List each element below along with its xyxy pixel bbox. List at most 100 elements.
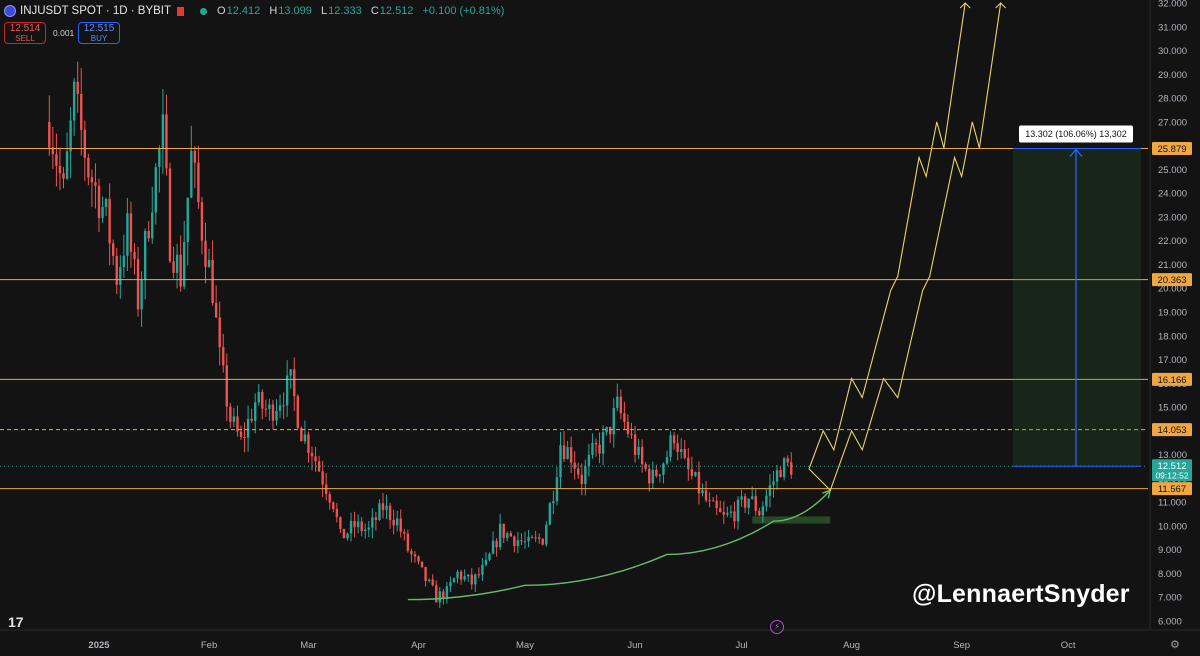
candle-body <box>101 207 104 218</box>
candle <box>658 473 662 483</box>
x-tick-label: Feb <box>201 640 217 651</box>
candle-body <box>538 537 541 539</box>
candle <box>136 246 140 317</box>
candle <box>218 301 221 366</box>
last-price-label: 12.512 <box>1157 461 1186 472</box>
candle <box>562 431 566 463</box>
tradingview-logo-icon[interactable]: 17 <box>8 614 24 630</box>
candle <box>630 422 633 439</box>
candle <box>214 285 218 319</box>
candle-body <box>214 303 218 318</box>
candle-body <box>321 471 324 485</box>
candle-body <box>165 114 168 169</box>
candle <box>143 228 147 300</box>
candle <box>413 551 417 563</box>
candle-body <box>289 369 292 376</box>
y-tick-label: 31.000 <box>1158 22 1187 33</box>
candle <box>349 512 353 542</box>
candle-body <box>154 167 157 213</box>
x-tick-label: Apr <box>411 640 426 651</box>
lightning-icon[interactable]: ⚡ <box>770 620 784 634</box>
sell-button[interactable]: 12.514 SELL <box>4 22 46 44</box>
injective-logo-icon <box>4 5 16 17</box>
candle-body <box>410 550 413 555</box>
candle <box>711 497 715 502</box>
candle-body <box>672 435 676 444</box>
candle-body <box>367 527 370 530</box>
candle <box>662 462 665 484</box>
candle <box>69 107 72 178</box>
candle <box>378 499 381 521</box>
candle-body <box>218 317 221 348</box>
x-tick-label: Jul <box>735 640 747 651</box>
candle <box>573 451 576 480</box>
candle <box>147 221 150 243</box>
candle-body <box>58 165 62 174</box>
candle <box>268 398 271 421</box>
candle-body <box>97 185 101 218</box>
candle <box>772 471 775 498</box>
candle <box>246 405 250 452</box>
candle-body <box>83 129 86 158</box>
flag-icon[interactable] <box>177 6 185 16</box>
candle-body <box>406 533 410 551</box>
candle <box>48 95 51 156</box>
candle <box>626 414 630 438</box>
measure-label: 13.302 (106.06%) 13,302 <box>1025 129 1127 139</box>
candle <box>680 438 683 459</box>
y-tick-label: 9.000 <box>1158 545 1182 556</box>
candle-body <box>704 490 708 501</box>
candle-body <box>523 541 527 543</box>
candle-body <box>520 540 523 542</box>
candle <box>644 461 647 472</box>
candle-body <box>349 520 353 534</box>
candle-body <box>545 524 548 545</box>
candle-body <box>502 523 505 539</box>
candle <box>360 517 363 537</box>
candle <box>619 389 623 420</box>
candle-body <box>229 406 232 422</box>
candle <box>651 461 654 489</box>
candle <box>655 464 658 478</box>
candle <box>72 78 76 136</box>
candle <box>612 398 615 448</box>
candle <box>108 183 111 266</box>
candle <box>374 512 378 531</box>
candle <box>740 489 743 507</box>
candle <box>747 498 750 515</box>
candle <box>782 456 786 481</box>
candle <box>112 239 115 266</box>
candle <box>463 569 466 582</box>
buy-button[interactable]: 12.515 BUY <box>78 22 120 44</box>
candle-body <box>683 449 686 458</box>
x-tick-label: Oct <box>1061 640 1076 651</box>
candle-body <box>658 474 662 476</box>
candle <box>743 493 747 513</box>
symbol-title[interactable]: INJUSDT SPOT · 1D · BYBIT <box>20 5 172 17</box>
candle-body <box>317 461 321 472</box>
y-tick-label: 21.000 <box>1158 260 1187 271</box>
candle <box>669 431 672 462</box>
candle-body <box>580 474 583 485</box>
y-tick-label: 32.000 <box>1158 0 1187 10</box>
candle <box>225 353 228 421</box>
candle-body <box>328 494 331 503</box>
candle <box>97 178 101 233</box>
candle <box>385 494 388 520</box>
y-tick-label: 27.000 <box>1158 117 1187 128</box>
gear-icon[interactable]: ⚙ <box>1170 639 1180 651</box>
candle-body <box>378 503 381 521</box>
candle-body <box>708 500 711 502</box>
ohlc-readout: O12.412 H13.099 L12.333 C12.512 +0.100 (… <box>217 5 505 17</box>
candle-body <box>76 81 79 94</box>
candle <box>541 538 544 546</box>
candle-body <box>282 405 285 407</box>
candle <box>665 450 669 465</box>
candle <box>569 436 573 474</box>
candle-body <box>381 503 385 511</box>
candle <box>427 578 431 583</box>
y-tick-label: 7.000 <box>1158 593 1182 604</box>
candle-body <box>179 254 182 287</box>
candle <box>392 509 395 535</box>
